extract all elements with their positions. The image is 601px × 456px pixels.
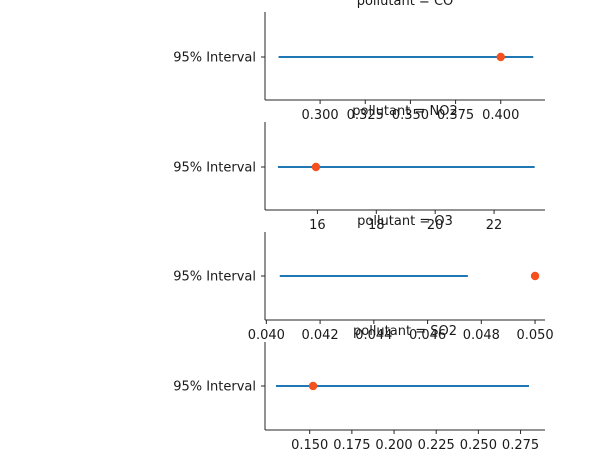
- x-tick-label: 0.350: [392, 108, 429, 123]
- panel-title: pollutant = NO2: [352, 104, 457, 119]
- x-tick-label: 0.200: [375, 438, 412, 452]
- x-tick-label: 0.046: [409, 328, 446, 343]
- panel-title: pollutant = SO2: [353, 324, 457, 339]
- panel-title: pollutant = O3: [357, 214, 453, 229]
- x-tick-label: 0.040: [248, 328, 285, 343]
- point-estimate: [311, 162, 321, 172]
- panel-title: pollutant = CO: [357, 0, 454, 9]
- point-estimate: [308, 381, 318, 391]
- x-tick-label: 0.300: [301, 108, 338, 123]
- y-tick-label: 95% Interval: [173, 161, 256, 176]
- y-tick-label: 95% Interval: [173, 270, 256, 285]
- point-estimate: [530, 271, 540, 281]
- x-tick-label: 0.325: [347, 108, 384, 123]
- x-tick-label: 0.150: [291, 438, 328, 452]
- x-tick-label: 0.048: [463, 328, 500, 343]
- y-tick-label: 95% Interval: [173, 51, 256, 66]
- x-tick-label: 0.042: [301, 328, 338, 343]
- x-tick-label: 18: [368, 218, 385, 233]
- x-tick-label: 0.250: [460, 438, 497, 452]
- x-tick-label: 16: [309, 218, 326, 233]
- x-tick-label: 22: [486, 218, 503, 233]
- x-tick-label: 0.225: [418, 438, 455, 452]
- x-tick-label: 0.175: [333, 438, 370, 452]
- x-tick-label: 0.375: [437, 108, 474, 123]
- x-tick-label: 0.400: [482, 108, 519, 123]
- x-tick-label: 20: [427, 218, 444, 233]
- x-tick-label: 0.275: [502, 438, 539, 452]
- point-estimate: [496, 52, 505, 62]
- x-tick-label: 0.044: [355, 328, 392, 343]
- x-tick-label: 0.050: [516, 328, 553, 343]
- y-tick-label: 95% Interval: [173, 380, 256, 395]
